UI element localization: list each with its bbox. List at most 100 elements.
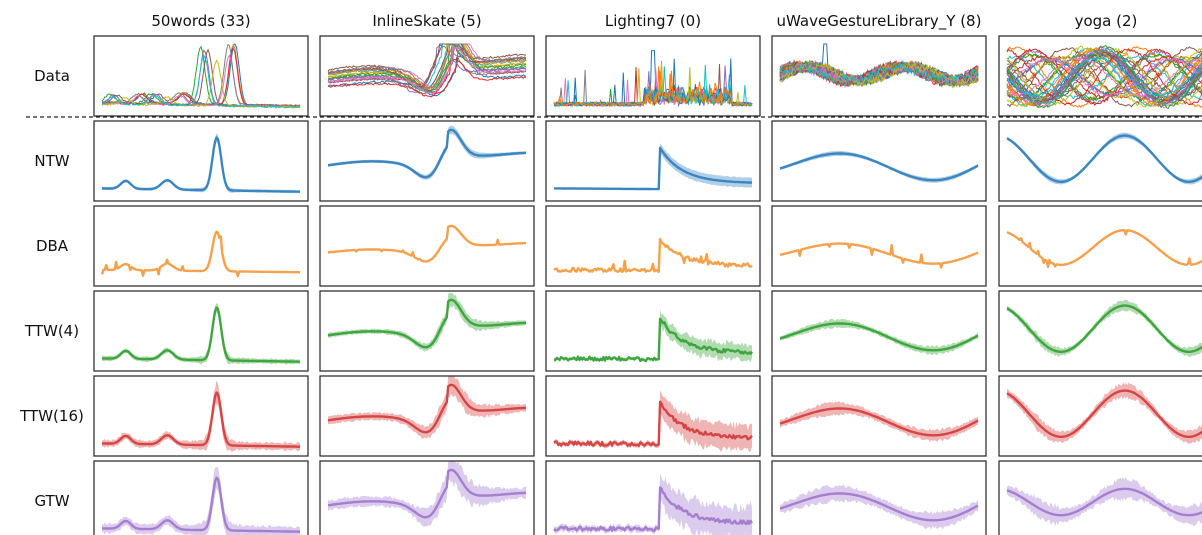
panel xyxy=(93,205,309,287)
std-band xyxy=(102,467,300,535)
panel-frame xyxy=(319,460,535,535)
panel xyxy=(319,205,535,287)
average-series-line xyxy=(102,136,300,193)
std-band xyxy=(1007,299,1202,358)
panel-frame xyxy=(93,120,309,202)
data-series-line xyxy=(1006,51,1202,103)
panel-frame xyxy=(93,205,309,287)
data-series-line xyxy=(327,44,527,94)
std-band xyxy=(328,292,526,352)
average-series-line xyxy=(102,306,300,363)
panel-frame xyxy=(771,35,987,117)
average-series-line xyxy=(779,242,979,269)
panel xyxy=(998,290,1202,372)
panel xyxy=(998,35,1202,117)
data-series-line xyxy=(327,43,527,90)
panel-frame xyxy=(771,205,987,287)
data-series-line xyxy=(327,58,527,98)
panel xyxy=(771,375,987,457)
panel-frame xyxy=(93,35,309,117)
std-band xyxy=(554,309,752,363)
panel xyxy=(93,460,309,535)
panel-frame xyxy=(998,205,1202,287)
panel-frame xyxy=(319,375,535,457)
panel xyxy=(998,205,1202,287)
average-series-line xyxy=(553,317,754,363)
data-series-line xyxy=(1006,57,1202,97)
column-title: uWaveGestureLibrary_Y (8) xyxy=(777,12,982,31)
panel-frame xyxy=(998,35,1202,117)
std-band xyxy=(102,380,300,452)
average-series-line xyxy=(102,391,300,448)
panel-frame xyxy=(319,290,535,372)
data-series-line xyxy=(328,43,527,89)
average-series-line xyxy=(1006,134,1202,183)
row-label: NTW xyxy=(34,152,69,170)
average-series-line xyxy=(327,298,527,349)
row-label: GTW xyxy=(34,492,69,510)
data-series-line xyxy=(1006,48,1202,106)
std-band xyxy=(554,390,752,452)
panel-frame xyxy=(319,35,535,117)
data-series-line xyxy=(101,43,301,108)
average-series-line xyxy=(779,492,979,522)
data-series-line xyxy=(101,48,301,109)
std-band xyxy=(780,318,978,356)
data-series-line xyxy=(779,62,979,85)
panel xyxy=(998,375,1202,457)
panel-frame xyxy=(545,35,761,117)
panel-frame xyxy=(319,205,535,287)
panel xyxy=(545,460,761,535)
average-series-line xyxy=(327,128,527,179)
panel xyxy=(771,35,987,117)
std-band xyxy=(780,401,978,443)
average-series-line xyxy=(779,152,979,182)
std-band xyxy=(780,484,978,530)
data-series-line xyxy=(327,49,526,95)
row-label: TTW(4) xyxy=(24,322,79,340)
average-series-line xyxy=(327,383,527,434)
data-series-line xyxy=(327,43,527,93)
panel xyxy=(319,290,535,372)
row-label: TTW(16) xyxy=(19,407,84,425)
panel-frame xyxy=(545,375,761,457)
panel xyxy=(93,375,309,457)
panel xyxy=(93,120,309,202)
data-series-line xyxy=(553,64,753,108)
data-series-line xyxy=(1006,53,1202,102)
std-band xyxy=(328,461,526,527)
panel xyxy=(93,290,309,372)
average-series-line xyxy=(779,322,979,352)
panel-frame xyxy=(545,460,761,535)
column-title: 50words (33) xyxy=(151,12,250,30)
data-series-line xyxy=(1006,47,1202,107)
row-label: DBA xyxy=(36,237,69,255)
panel-frame xyxy=(771,375,987,457)
std-band xyxy=(554,143,752,191)
data-series-line xyxy=(101,54,301,109)
data-series-line xyxy=(553,70,753,107)
panel xyxy=(319,375,535,457)
data-series-line xyxy=(1006,45,1202,108)
panel-frame xyxy=(998,120,1202,202)
panel-frame xyxy=(545,290,761,372)
data-series-line xyxy=(327,43,527,88)
std-band xyxy=(1007,382,1202,444)
panel-frame xyxy=(319,120,535,202)
data-series-line xyxy=(1006,48,1202,106)
average-series-line xyxy=(1006,304,1202,353)
average-series-line xyxy=(102,476,300,533)
average-series-line xyxy=(1006,229,1202,269)
data-series-line xyxy=(327,46,527,95)
panel-frame xyxy=(93,460,309,535)
row-label: Data xyxy=(34,67,70,85)
panel-frame xyxy=(93,290,309,372)
panel-frame xyxy=(998,290,1202,372)
average-series-line xyxy=(553,237,753,273)
average-series-line xyxy=(327,224,526,263)
average-series-line xyxy=(1006,487,1202,517)
data-series-line xyxy=(101,49,301,109)
std-band xyxy=(328,376,526,440)
panel xyxy=(998,120,1202,202)
data-series-line xyxy=(1006,56,1202,99)
